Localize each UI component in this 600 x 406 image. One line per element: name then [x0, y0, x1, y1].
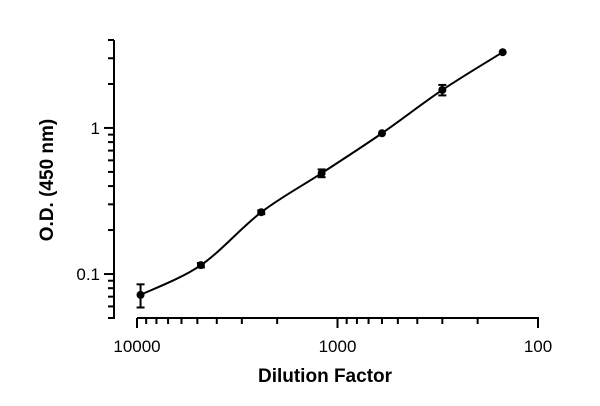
axes	[104, 39, 539, 328]
y-axis-title: O.D. (450 nm)	[37, 119, 58, 241]
x-axis-title: Dilution Factor	[258, 366, 393, 387]
data-points	[136, 48, 507, 299]
error-bars	[136, 83, 447, 309]
data-point	[317, 169, 326, 178]
data-point	[438, 85, 447, 94]
data-point	[377, 129, 386, 138]
data-point	[257, 208, 266, 217]
data-point	[136, 290, 145, 299]
y-tick-label: 0.1	[76, 265, 100, 284]
y-tick-label: 1	[91, 119, 100, 138]
data-point	[196, 261, 205, 270]
tick-labels: 0.1 1 10000 1000 100	[76, 119, 552, 356]
x-tick-label: 100	[524, 337, 552, 356]
data-point	[498, 48, 507, 57]
x-tick-label: 10000	[113, 337, 160, 356]
x-tick-label: 1000	[319, 337, 357, 356]
